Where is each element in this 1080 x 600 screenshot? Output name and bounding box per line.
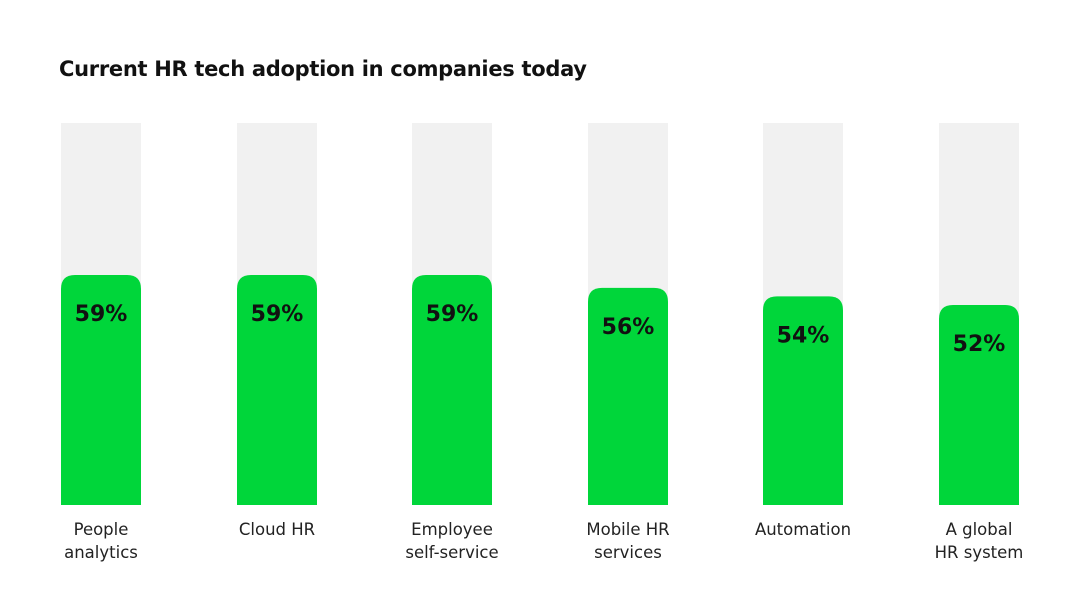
category-label: Employee self-service <box>382 518 522 564</box>
category-label-line: HR system <box>934 543 1024 562</box>
category-label-line: self-service <box>405 543 499 562</box>
category-label-line: Automation <box>754 520 852 539</box>
category-label: Mobile HR services <box>558 518 698 564</box>
category-label: People analytics <box>31 518 171 564</box>
category-label-line: Employee <box>411 520 493 539</box>
category-label: A global HR system <box>909 518 1049 564</box>
bar <box>763 296 843 505</box>
bar-value-label: 59% <box>426 302 479 327</box>
category-label: Automation <box>733 518 873 541</box>
bar-value-label: 59% <box>75 302 128 327</box>
bar <box>61 275 141 505</box>
category-label-line: People <box>73 520 129 539</box>
bar-value-label: 54% <box>777 323 830 348</box>
category-label-line: Cloud HR <box>238 520 316 539</box>
bar <box>412 275 492 505</box>
bar-value-label: 59% <box>251 302 304 327</box>
category-label-line: services <box>594 543 662 562</box>
category-label-line: Mobile HR <box>586 520 670 539</box>
category-label-line: A global <box>945 520 1013 539</box>
category-label-line: analytics <box>64 543 138 562</box>
bar <box>237 275 317 505</box>
chart-title: Current HR tech adoption in companies to… <box>59 57 587 81</box>
bar <box>939 305 1019 505</box>
bar-value-label: 52% <box>953 332 1006 357</box>
category-label: Cloud HR <box>207 518 347 541</box>
bar <box>588 287 668 505</box>
bar-value-label: 56% <box>602 315 655 340</box>
